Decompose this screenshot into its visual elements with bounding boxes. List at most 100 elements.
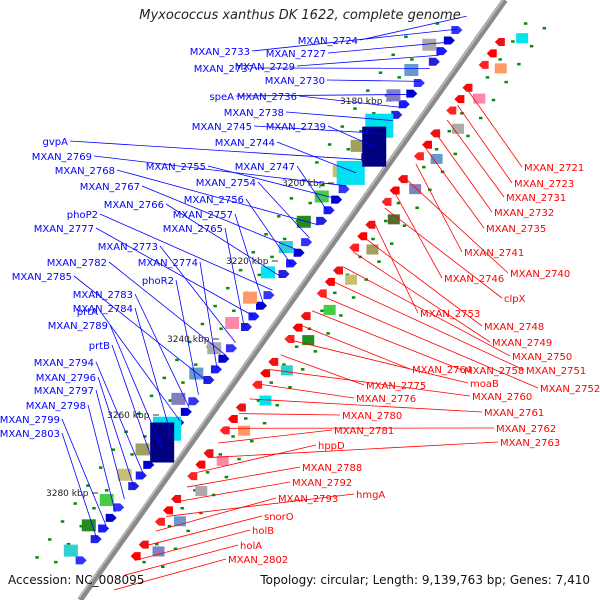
feature-box (473, 93, 486, 104)
reverse-gene-leader (301, 325, 411, 370)
track-dot (282, 237, 287, 241)
forward-gene-leader (93, 155, 347, 187)
feature-box (171, 392, 186, 405)
reverse-gene-label: MXAN_2746 (444, 274, 504, 285)
reverse-gene-leader (384, 207, 503, 299)
feature-box (387, 214, 400, 225)
track-dot (124, 430, 128, 433)
track-dot (250, 439, 254, 443)
track-dot (224, 475, 229, 479)
feature-box (314, 190, 329, 203)
reverse-gene-label: snorO (264, 512, 294, 523)
reverse-gene-arrow (413, 152, 424, 161)
genome-backbone-highlight (78, 0, 504, 599)
reverse-gene-arrow (381, 197, 392, 206)
feature-box (350, 139, 365, 152)
reverse-gene-leader (436, 134, 493, 213)
reverse-gene-arrow (154, 517, 165, 526)
reverse-gene-label: MXAN_2731 (506, 193, 566, 204)
reverse-gene-arrow (227, 414, 238, 423)
forward-gene-arrow (210, 365, 222, 374)
forward-gene-arrow (443, 36, 455, 45)
track-dot (466, 134, 470, 138)
track-dot (193, 489, 197, 492)
forward-gene-label: MXAN_2756 (184, 195, 244, 206)
track-dot (282, 363, 286, 366)
forward-gene-leader (97, 376, 135, 487)
track-dot (372, 112, 376, 115)
feature-box (302, 335, 315, 346)
reverse-gene-leader (176, 481, 291, 503)
forward-gene-label: MXAN_2784 (73, 304, 133, 315)
forward-gene-leader (326, 79, 421, 82)
track-dot (339, 314, 343, 317)
feature-box (63, 544, 78, 557)
genome-summary-text: Topology: circular; Length: 9,139,763 bp… (260, 573, 590, 587)
feature-box (422, 38, 437, 51)
reverse-gene-leader (134, 529, 251, 561)
map-title: Myxococcus xanthus DK 1622, complete gen… (139, 8, 461, 23)
reverse-gene-arrow (324, 277, 335, 286)
reverse-gene-arrow (284, 335, 295, 344)
track-dot (149, 394, 154, 398)
reverse-gene-label: MXAN_2788 (302, 463, 362, 474)
reverse-gene-arrow (195, 460, 206, 469)
track-dot (542, 26, 547, 30)
forward-gene-leader (99, 213, 273, 291)
track-dot (511, 40, 515, 43)
reverse-gene-leader (124, 544, 239, 576)
track-dot (365, 89, 370, 92)
feature-box (81, 519, 96, 532)
track-dot (498, 58, 502, 61)
reverse-gene-label: MXAN_2802 (228, 555, 288, 566)
forward-gene-label: speA (209, 92, 234, 103)
feature-box (195, 486, 208, 497)
reverse-gene-label: MXAN_2763 (500, 438, 560, 449)
forward-gene-arrow (255, 301, 267, 310)
reverse-gene-label: moaB (470, 379, 499, 390)
feature-box (243, 291, 258, 304)
forward-gene-arrow (240, 322, 252, 331)
reverse-gene-leader (332, 281, 525, 371)
track-dot (333, 291, 337, 295)
track-dot (276, 215, 281, 218)
reverse-gene-leader (270, 369, 471, 397)
forward-gene-label: MXAN_2799 (0, 415, 60, 426)
reverse-gene-label: MXAN_2781 (334, 426, 394, 437)
forward-gene-arrow (451, 25, 463, 34)
feature-box (117, 468, 132, 481)
forward-gene-label: phoP2 (67, 210, 98, 221)
forward-gene-label: gvpA (43, 137, 69, 148)
forward-gene-leader (276, 141, 356, 174)
forward-gene-leader (257, 181, 310, 239)
forward-gene-label: MXAN_2737 (194, 64, 254, 75)
reverse-gene-label: MXAN_2753 (420, 309, 480, 320)
forward-gene-leader (111, 344, 153, 461)
track-dot (485, 76, 490, 79)
forward-gene-label: prtA (77, 307, 98, 318)
reverse-gene-label: holA (240, 541, 262, 552)
forward-gene-leader (359, 15, 467, 41)
track-dot (371, 237, 375, 241)
track-dot (270, 255, 274, 259)
track-dot (346, 147, 351, 151)
reverse-gene-arrow (332, 266, 343, 275)
feature-box (259, 395, 272, 406)
feature-box (366, 244, 379, 255)
track-dot (275, 403, 279, 407)
forward-gene-label: MXAN_2796 (36, 373, 96, 384)
reverse-gene-arrow (292, 323, 303, 332)
feature-box (409, 184, 422, 195)
track-dot (269, 381, 273, 384)
forward-gene-label: MXAN_2774 (138, 258, 198, 269)
track-dot (168, 399, 173, 402)
reverse-gene-arrow (138, 540, 149, 549)
reverse-gene-label: MXAN_2748 (484, 322, 544, 333)
forward-gene-arrow (286, 259, 298, 268)
forward-gene-leader (95, 389, 125, 500)
forward-gene-label: MXAN_2782 (47, 258, 107, 269)
track-dot (98, 466, 103, 469)
forward-gene-arrow (180, 407, 192, 416)
reverse-gene-label: MXAN_2723 (514, 179, 574, 190)
reverse-gene-label: MXAN_2764 (412, 365, 472, 376)
